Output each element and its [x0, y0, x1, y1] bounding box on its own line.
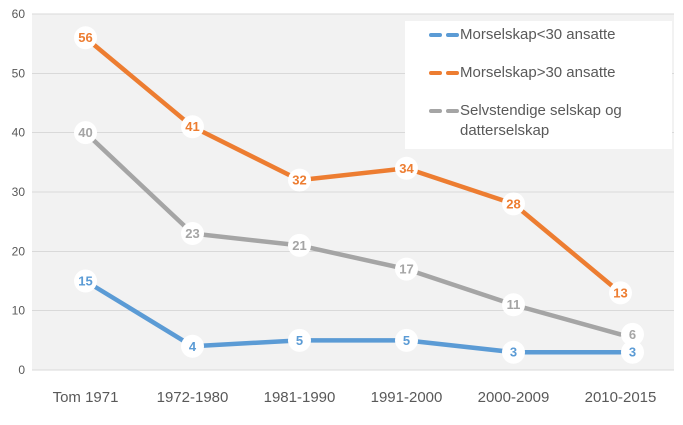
data-label-badge	[181, 334, 204, 358]
data-label-value: 3	[629, 345, 636, 360]
data-label-badge	[181, 115, 204, 139]
y-axis-tick-label: 40	[12, 126, 26, 140]
data-label: 40	[74, 121, 97, 145]
data-label-value: 40	[78, 125, 92, 140]
data-label-value: 28	[506, 196, 520, 211]
data-label: 13	[609, 281, 632, 305]
data-label: 5	[288, 328, 311, 352]
series-line-1	[83, 35, 623, 296]
y-axis-tick-label: 0	[18, 363, 25, 377]
data-label-value: 56	[78, 30, 92, 45]
data-label-value: 11	[507, 297, 521, 312]
data-label-badge	[288, 233, 311, 257]
legend-dash-icon	[446, 33, 459, 37]
x-axis-category-label: 2010-2015	[585, 389, 657, 406]
data-label-value: 41	[185, 119, 199, 134]
data-label-value: 34	[399, 161, 414, 176]
series-line-0	[83, 278, 623, 355]
legend-label: Morselskap>30 ansatte	[460, 64, 616, 81]
data-label-value: 17	[399, 262, 413, 277]
chart-legend: Morselskap<30 ansatte Morselskap>30 ansat…	[405, 21, 672, 149]
legend-line-marker	[429, 71, 459, 75]
data-label: 6	[621, 322, 644, 346]
data-label: 5	[395, 328, 418, 352]
data-label-badge	[288, 168, 311, 192]
data-label-badge	[74, 121, 97, 145]
x-axis-category-label: Tom 1971	[53, 389, 119, 406]
data-label-badge	[395, 328, 418, 352]
data-label-badge	[609, 281, 632, 305]
legend-dash-icon	[429, 71, 442, 75]
y-axis-tick-label: 50	[12, 66, 26, 80]
data-label-badge	[74, 269, 97, 293]
legend-label: Morselskap<30 ansatte	[460, 26, 616, 43]
data-label: 3	[502, 340, 525, 364]
data-label: 32	[288, 168, 311, 192]
x-axis-category-label: 1972-1980	[157, 389, 229, 406]
data-label-value: 13	[613, 285, 627, 300]
data-label: 4	[181, 334, 204, 358]
legend-dash-icon	[429, 33, 442, 37]
data-label-badge	[181, 222, 204, 246]
data-label-badge	[621, 340, 644, 364]
data-label-badge	[502, 340, 525, 364]
data-label-value: 15	[78, 274, 92, 289]
data-label-badge	[288, 328, 311, 352]
data-label: 15	[74, 269, 97, 293]
data-label: 41	[181, 115, 204, 139]
data-label-badge	[621, 322, 644, 346]
legend-item: Selvstendige selskap og datterselskap	[429, 101, 672, 141]
data-label: 34	[395, 156, 418, 180]
data-label-value: 6	[629, 327, 636, 342]
data-label-badge	[395, 257, 418, 281]
legend-item: Morselskap<30 ansatte	[429, 25, 672, 45]
y-axis-tick-label: 10	[12, 304, 26, 318]
data-label-value: 4	[189, 339, 197, 354]
series-line-2	[83, 130, 623, 337]
data-label: 21	[288, 233, 311, 257]
data-label-value: 23	[185, 226, 199, 241]
y-axis-tick-label: 30	[12, 185, 26, 199]
data-label: 17	[395, 257, 418, 281]
data-label-value: 5	[403, 333, 410, 348]
data-label: 28	[502, 192, 525, 216]
x-axis-category-label: 1981-1990	[264, 389, 336, 406]
data-label-badge	[74, 26, 97, 50]
y-axis-tick-label: 20	[12, 244, 26, 258]
data-label-badge	[502, 293, 525, 317]
legend-line-marker	[429, 33, 459, 37]
data-label: 56	[74, 26, 97, 50]
data-label-badge	[395, 156, 418, 180]
legend-dash-icon	[429, 109, 442, 113]
legend-dash-icon	[446, 71, 459, 75]
data-label-value: 32	[292, 173, 306, 188]
data-label-value: 21	[292, 238, 306, 253]
x-axis-category-label: 2000-2009	[478, 389, 550, 406]
y-axis-tick-label: 60	[12, 7, 26, 21]
legend-line-marker	[429, 109, 459, 113]
data-label-badge	[502, 192, 525, 216]
data-label: 11	[502, 293, 525, 317]
legend-label: Selvstendige selskap og datterselskap	[460, 102, 622, 139]
legend-dash-icon	[446, 109, 459, 113]
data-label: 23	[181, 222, 204, 246]
legend-item: Morselskap>30 ansatte	[429, 63, 672, 83]
data-label-value: 3	[510, 345, 517, 360]
x-axis-category-label: 1991-2000	[371, 389, 443, 406]
data-label: 3	[621, 340, 644, 364]
data-label-value: 5	[296, 333, 303, 348]
